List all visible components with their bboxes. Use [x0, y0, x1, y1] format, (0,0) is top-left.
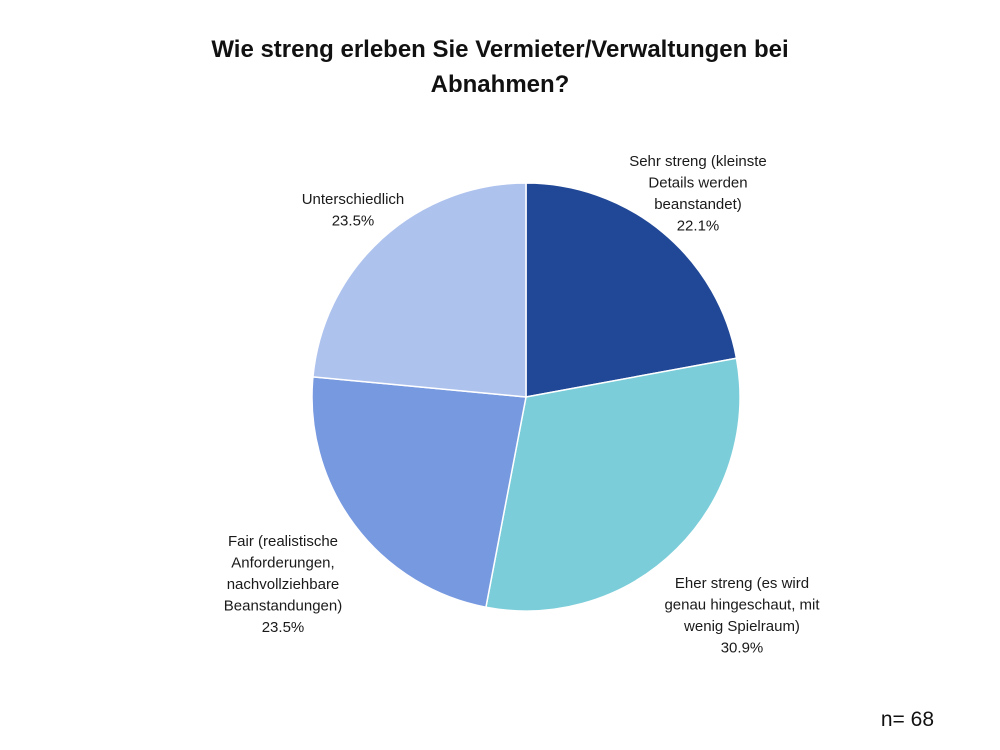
slice-label-3-line-1: Fair (realistische — [228, 533, 338, 550]
pie-slice-3 — [311, 376, 527, 609]
slice-label-1-line-2: Details werden — [648, 175, 747, 192]
pie-slice-2 — [485, 357, 741, 612]
slice-label-1-line-3: beanstandet) — [654, 196, 742, 213]
slice-label-3-line-3: nachvollziehbare — [227, 576, 340, 593]
slice-value-label-1: 22.1% — [677, 218, 720, 235]
chart-title-line-2: Abnahmen? — [431, 71, 570, 98]
slice-value-label-3: 23.5% — [262, 619, 305, 636]
pie-slices — [311, 182, 741, 612]
slice-label-2-line-3: wenig Spielraum) — [683, 618, 800, 635]
slice-label-2-line-2: genau hingeschaut, mit — [664, 597, 820, 614]
pie-slice-4 — [312, 182, 527, 398]
slice-label-1-line-1: Sehr streng (kleinste — [629, 153, 767, 170]
pie-labels: Sehr streng (kleinste Details werden beans… — [224, 153, 821, 657]
slice-label-2-line-1: Eher streng (es wird — [675, 575, 809, 592]
slice-label-4-line-1: Unterschiedlich — [302, 191, 405, 208]
sample-size-note: n= 68 — [881, 708, 934, 731]
chart-title-line-1: Wie streng erleben Sie Vermieter/Verwalt… — [211, 36, 788, 63]
slice-label-3-line-4: Beanstandungen) — [224, 598, 342, 615]
pie-slice-1 — [525, 182, 738, 398]
slice-label-3-line-2: Anforderungen, — [231, 555, 334, 572]
slice-value-label-4: 23.5% — [332, 213, 375, 230]
slice-value-label-2: 30.9% — [721, 640, 764, 657]
